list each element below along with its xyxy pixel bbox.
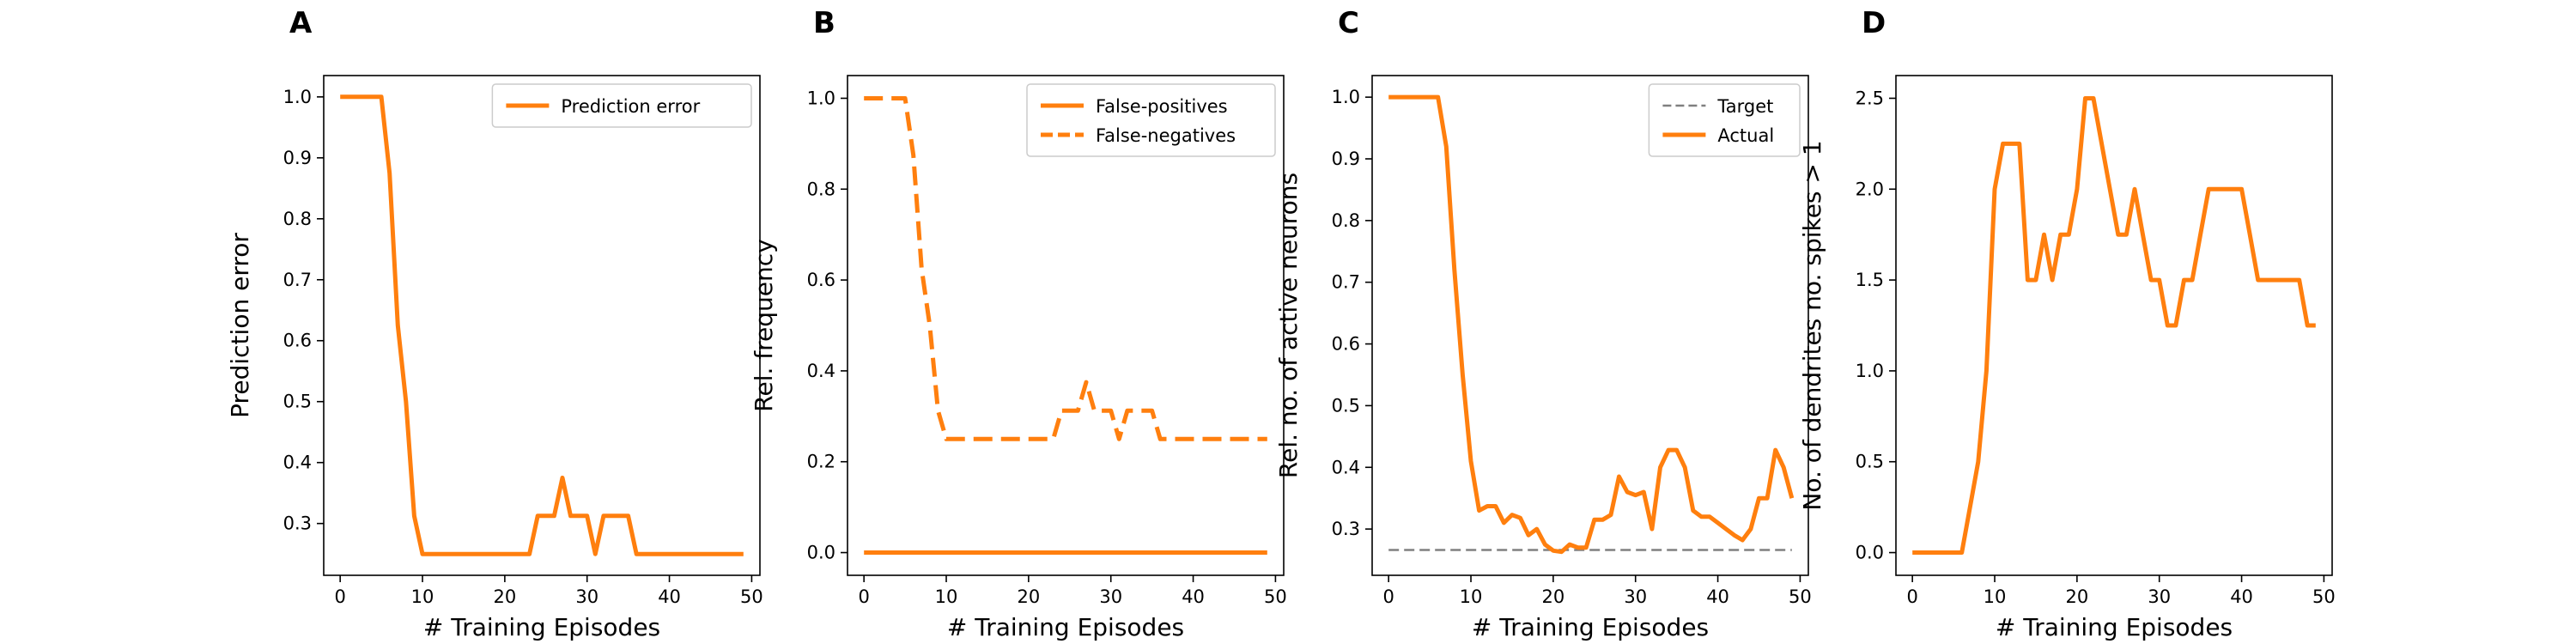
x-tick-label: 30 [2148,586,2171,607]
y-tick-label: 2.0 [1856,179,1884,199]
series-line-false-negatives [864,96,1267,441]
y-tick-label: 0.7 [1332,272,1360,293]
y-tick-label: 0.5 [283,392,312,412]
y-tick-label: 0.3 [283,513,312,534]
x-tick-label: 0 [1382,586,1394,607]
y-axis-label: Prediction error [226,233,254,418]
y-tick-label: 0.5 [1856,452,1884,472]
axes-frame [1895,75,2333,576]
axes-frame [847,75,1285,576]
panel-label: B [813,6,835,40]
x-tick-label: 0 [858,586,869,607]
y-tick-label: 0.6 [283,331,312,351]
panel-label: C [1338,6,1359,40]
x-tick-label: 40 [2230,586,2253,607]
y-tick-label: 0.9 [1332,149,1360,169]
axes-frame [1371,75,1809,576]
series-lines [1912,96,2316,555]
x-tick-label: 20 [1542,586,1565,607]
axes-frame [323,75,761,576]
series-lines [1388,94,1795,555]
y-tick-label: 0.5 [1332,395,1360,416]
y-tick-label: 2.5 [1856,88,1884,108]
x-tick-label: 0 [1906,586,1917,607]
y-tick-label: 1.0 [807,88,835,108]
y-axis-label: No. of dendrites no. spikes > 1 [1798,140,1826,510]
x-tick-label: 10 [935,586,958,607]
y-tick-label: 0.2 [807,452,835,472]
y-tick-label: 0.0 [1856,543,1884,563]
panel-c: C 0 10 20 30 40 50 0.3 0.4 0.5 0.6 0.7 0.8 0.9 1.0 # Tr… [1274,6,1812,641]
y-tick-label: 0.3 [1332,519,1360,539]
legend-box [1026,83,1276,157]
legend-entry: Actual [1717,125,1774,146]
legend-entry: Prediction error [561,96,700,117]
panel-label: D [1862,6,1886,40]
series-line-1 [1912,96,2316,555]
legend: False-positives False-negatives [1026,83,1276,157]
panel-d: D 0 10 20 30 40 50 0.0 0.5 1.0 1.5 2.0 2.5 # Training… [1798,6,2336,641]
x-tick-label: 20 [494,586,517,607]
legend-entry: Target [1716,96,1773,117]
x-tick-label: 50 [1264,586,1287,607]
legend-box [1648,83,1801,157]
legend-entry: False-positives [1096,96,1228,117]
x-tick-label: 50 [740,586,763,607]
x-tick-label: 0 [334,586,345,607]
x-tick-label: 40 [658,586,681,607]
x-tick-label: 10 [1984,586,2007,607]
x-tick-label: 50 [2312,586,2336,607]
x-tick-label: 40 [1706,586,1729,607]
panel-a: A 0 10 20 30 40 50 0.3 0.4 0.5 0.6 0.7 0.8 0.9 1.0 # Tr… [226,6,763,641]
y-tick-label: 0.7 [283,270,312,290]
x-tick-label: 30 [1099,586,1122,607]
y-tick-label: 0.6 [807,270,835,290]
y-tick-label: 0.9 [283,148,312,168]
y-tick-label: 1.0 [1332,87,1360,107]
series-line-actual [1388,94,1795,555]
y-tick-label: 0.8 [1332,210,1360,231]
panel-label: A [289,6,313,40]
y-tick-label: 0.4 [283,453,312,473]
x-axis-label: # Training Episodes [1996,613,2233,641]
y-tick-label: 0.8 [807,179,835,199]
y-axis-label: Rel. frequency [750,239,778,411]
legend-box [491,83,752,128]
x-axis-label: # Training Episodes [947,613,1184,641]
x-axis-label: # Training Episodes [1472,613,1709,641]
x-tick-label: 20 [2066,586,2089,607]
x-tick-label: 50 [1789,586,1812,607]
x-tick-label: 30 [1624,586,1647,607]
y-axis-label: Rel. no. of active neurons [1274,173,1303,478]
legend-entry: False-negatives [1096,125,1236,146]
y-tick-label: 0.8 [283,209,312,229]
series-lines [340,94,744,556]
x-tick-label: 20 [1018,586,1041,607]
x-tick-label: 10 [1460,586,1483,607]
x-tick-label: 40 [1182,586,1205,607]
panel-b: B 0 10 20 30 40 50 0.0 0.2 0.4 0.6 0.8 1.0 # Training… [750,6,1287,641]
series-line-prediction-error [340,94,744,556]
y-tick-label: 1.0 [1856,361,1884,381]
x-tick-label: 10 [411,586,434,607]
y-tick-label: 0.0 [807,543,835,563]
y-tick-label: 0.6 [1332,334,1360,355]
x-tick-label: 30 [575,586,598,607]
legend: Prediction error [491,83,752,128]
y-tick-label: 1.5 [1856,270,1884,290]
y-tick-label: 1.0 [283,87,312,107]
y-tick-label: 0.4 [1332,457,1360,477]
y-tick-label: 0.4 [807,361,835,381]
series-lines [864,96,1267,555]
legend: Target Actual [1648,83,1801,157]
x-axis-label: # Training Episodes [423,613,660,641]
